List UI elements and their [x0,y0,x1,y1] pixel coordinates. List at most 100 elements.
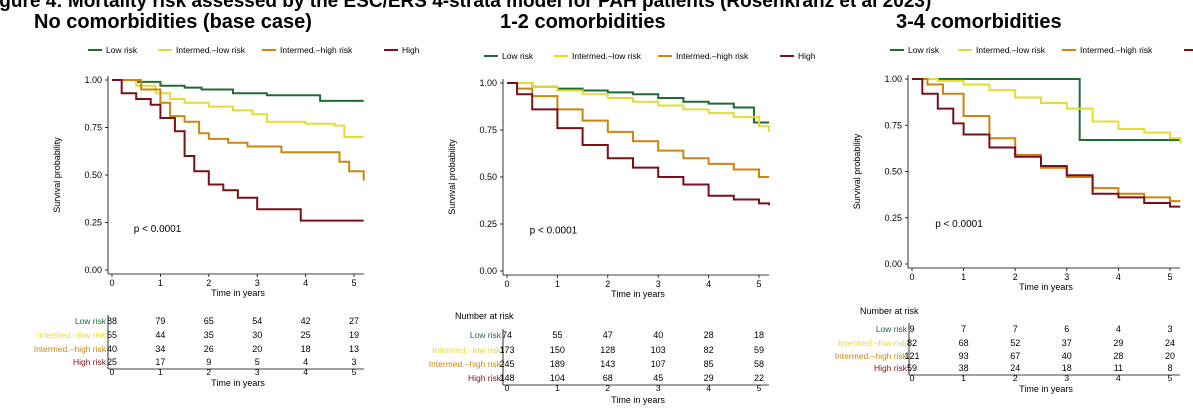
risk-table-value: 18 [1062,363,1072,373]
risk-table-value: 29 [704,373,714,383]
risk-table-value: 143 [600,359,615,369]
risk-table-value: 25 [107,357,117,367]
risk-table-label-intlow: Intermed.–low risk [838,338,908,348]
risk-table-x-label: Time in years [1019,384,1073,394]
y-tick-label: 0.75 [884,120,902,130]
y-axis-label: Survival probability [447,139,457,215]
risk-table-value: 18 [754,330,764,340]
survival-curve-intlow [112,79,364,138]
risk-table-x-tick-label: 1 [555,383,560,393]
risk-table-value: 38 [959,363,969,373]
x-tick-label: 3 [1064,272,1069,282]
survival-curve-high [507,82,771,206]
legend-label-intlow: Intermed.–low risk [176,45,246,55]
y-tick-label: 0.00 [884,259,902,269]
risk-table-value: 7 [1013,324,1018,334]
x-tick-label: 0 [504,279,509,289]
risk-table-value: 58 [754,359,764,369]
y-tick-label: 0.50 [479,172,497,182]
figure-title: igure 4: Mortality risk assessed by the … [0,0,932,12]
x-tick-label: 5 [756,279,761,289]
x-tick-label: 2 [206,278,211,288]
y-tick-label: 0.75 [84,123,102,133]
risk-table-value: 189 [550,359,565,369]
risk-table-x-tick-label: 5 [352,367,357,377]
x-tick-label: 3 [255,278,260,288]
legend-label-inthigh: Intermed.–high risk [1080,45,1153,55]
risk-table-value: 88 [107,316,117,326]
risk-table-value: 37 [1062,338,1072,348]
risk-table-value: 24 [1165,338,1175,348]
x-axis-label: Time in years [611,289,665,299]
p-value-annotation: p < 0.0001 [935,219,983,230]
risk-table-x-tick-label: 4 [1116,373,1121,383]
risk-table-value: 4 [1116,324,1121,334]
x-tick-label: 5 [1167,272,1172,282]
risk-table-value: 17 [155,357,165,367]
legend-label-low: Low risk [106,45,138,55]
risk-table-x-tick-label: 0 [110,367,115,377]
risk-table-value: 150 [550,345,565,355]
y-tick-label: 0.25 [884,213,902,223]
risk-table-value: 82 [704,345,714,355]
x-tick-label: 4 [303,278,308,288]
risk-table-value: 9 [206,357,211,367]
risk-table-x-tick-label: 2 [1013,373,1018,383]
risk-table-value: 8 [1167,363,1172,373]
survival-curve-high [912,78,1181,208]
km-panel-no-comorbidities: No comorbidities (base case) Low risk Int… [0,0,420,418]
y-tick-label: 1.00 [84,75,102,85]
y-tick-label: 1.00 [884,74,902,84]
risk-table-value: 245 [499,359,514,369]
risk-table-label-low: Low risk [75,316,107,326]
km-chart-no-comorbidities: Low risk Intermed.–low risk Intermed.–high… [34,45,420,388]
legend-label-high: High [798,51,816,61]
risk-table-value: 40 [107,344,117,354]
risk-table-x-tick-label: 0 [505,383,510,393]
y-tick-label: 1.00 [479,78,497,88]
risk-table-label-low: Low risk [470,330,502,340]
risk-table-value: 3 [351,357,356,367]
y-tick-label: 0.50 [84,170,102,180]
risk-table-value: 27 [349,316,359,326]
risk-table-value: 74 [502,330,512,340]
legend-label-inthigh: Intermed.–high risk [280,45,353,55]
risk-table-label-low: Low risk [876,324,908,334]
risk-table-value: 11 [1114,363,1123,373]
risk-table-x-label: Time in years [611,395,665,405]
risk-table-label-intlow: Intermed.–low risk [37,330,107,340]
risk-table-value: 13 [349,344,359,354]
risk-table-x-tick-label: 2 [605,383,610,393]
x-tick-label: 4 [706,279,711,289]
risk-table-x-tick-label: 5 [1168,373,1173,383]
risk-table-x-tick-label: 0 [910,373,915,383]
x-tick-label: 3 [656,279,661,289]
risk-table-value: 24 [1010,363,1020,373]
x-tick-label: 4 [1116,272,1121,282]
risk-table-x-tick-label: 4 [706,383,711,393]
risk-table-value: 82 [907,338,917,348]
risk-table-label-intlow: Intermed.–low risk [432,345,502,355]
y-tick-label: 0.25 [479,219,497,229]
legend-label-low: Low risk [502,51,534,61]
risk-table-value: 28 [704,330,714,340]
risk-table-value: 59 [754,345,764,355]
survival-curve-intlow [912,78,1182,144]
risk-table-value: 55 [107,330,117,340]
risk-table-value: 47 [603,330,613,340]
risk-table-value: 3 [1167,324,1172,334]
risk-table-value: 19 [349,330,359,340]
legend-label-intlow: Intermed.–low risk [976,45,1046,55]
y-tick-label: 0.50 [884,167,902,177]
risk-table-value: 4 [303,357,308,367]
risk-table-value: 65 [204,316,214,326]
risk-table-value: 55 [552,330,562,340]
risk-table-value: 68 [959,338,969,348]
risk-table-value: 67 [1010,351,1020,361]
survival-curve-low [912,78,1181,142]
risk-table-value: 25 [301,330,311,340]
risk-table-value: 35 [204,330,214,340]
risk-table-x-tick-label: 3 [255,367,260,377]
x-tick-label: 0 [109,278,114,288]
risk-table-value: 20 [252,344,262,354]
